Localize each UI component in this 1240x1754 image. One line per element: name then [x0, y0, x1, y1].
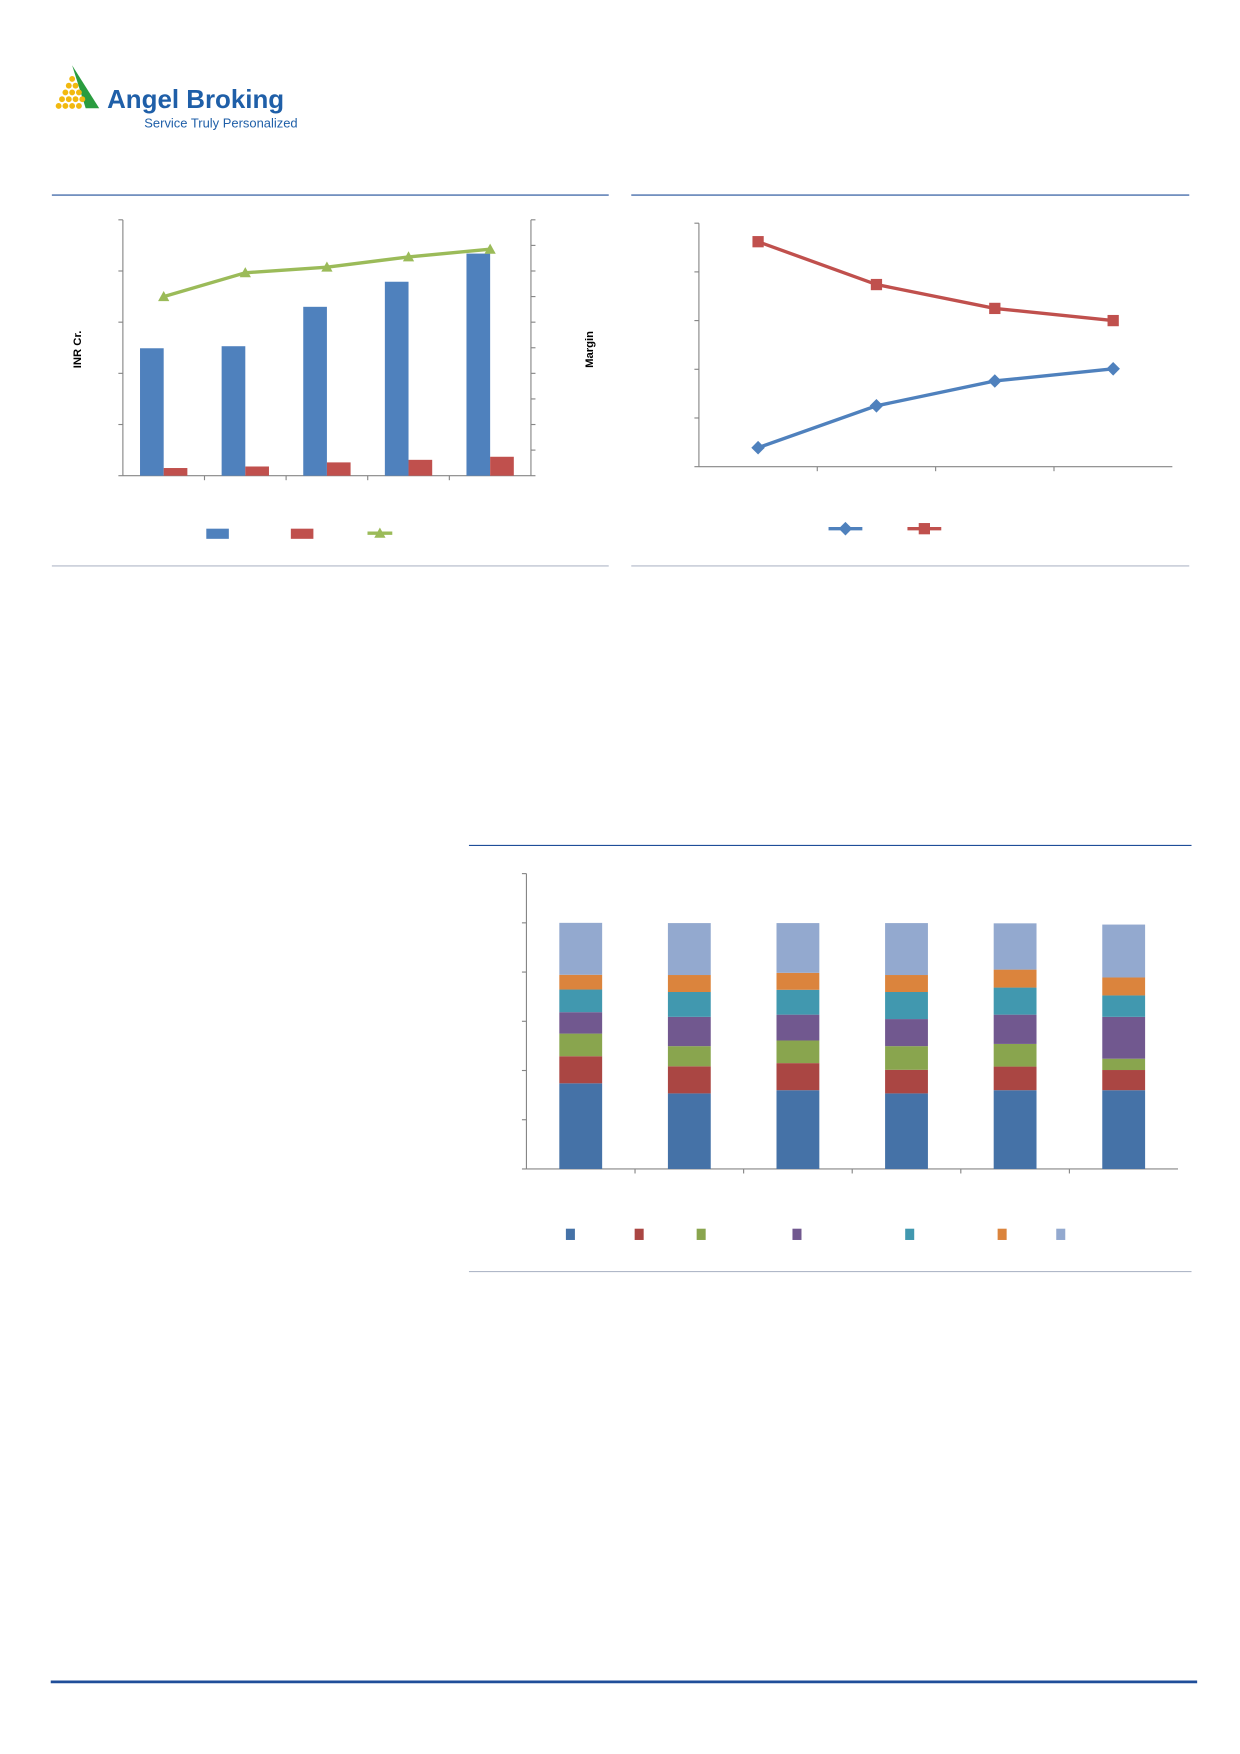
y2-axis-label: Margin: [584, 331, 596, 368]
bar-segment: [885, 1069, 928, 1094]
marker: [374, 527, 386, 538]
bar-segment: [1102, 995, 1146, 1017]
bar: [245, 466, 269, 476]
bar-segment: [776, 923, 820, 973]
bar-segment: [776, 1040, 820, 1064]
logo: Angel Broking Service Truly Personalized: [55, 65, 298, 130]
bar: [466, 253, 491, 476]
bar-segment: [559, 989, 603, 1013]
bar: [490, 456, 514, 476]
marker: [988, 374, 1002, 388]
brand: Angel Broking: [107, 86, 284, 114]
bar-segment: [559, 922, 603, 975]
series-line: [757, 367, 1114, 450]
bar-segment: [885, 1019, 928, 1047]
bar: [408, 459, 433, 476]
bar-segment: [667, 975, 711, 993]
legend-swatch: [634, 1228, 644, 1240]
bar: [163, 468, 188, 476]
bar-segment: [1102, 1058, 1146, 1071]
bar-segment: [1102, 977, 1146, 996]
tagline: Service Truly Personalized: [144, 115, 297, 130]
marker: [321, 261, 333, 272]
bar-segment: [993, 987, 1037, 1015]
marker: [838, 521, 853, 536]
series-line: [757, 240, 1114, 323]
bar-segment: [885, 1093, 928, 1169]
bar: [140, 348, 164, 476]
bar-segment: [993, 1014, 1037, 1044]
marker: [752, 236, 764, 248]
legend-swatch: [206, 528, 229, 539]
marker: [989, 302, 1001, 315]
legend-swatch: [1056, 1228, 1066, 1240]
bar-segment: [559, 1056, 603, 1084]
bar-segment: [559, 974, 603, 990]
marker: [402, 251, 415, 262]
bar-segment: [776, 1090, 820, 1169]
bar-segment: [667, 923, 711, 976]
marker: [1106, 362, 1120, 376]
marker: [918, 523, 930, 535]
bar-segment: [885, 975, 928, 993]
bar-segment: [667, 1093, 711, 1169]
bar: [326, 462, 351, 476]
marker: [870, 278, 883, 291]
bar-segment: [776, 1014, 820, 1041]
bar-segment: [667, 992, 711, 1017]
bar-segment: [1102, 924, 1146, 978]
marker: [239, 267, 251, 278]
bar-segment: [993, 1090, 1037, 1169]
legend-swatch: [290, 528, 314, 539]
bar-segment: [667, 1046, 711, 1067]
bar-segment: [993, 1043, 1037, 1067]
logo-dots: [55, 75, 86, 109]
bar-segment: [885, 1046, 928, 1070]
bar-segment: [559, 1083, 603, 1169]
bar-segment: [1102, 1070, 1146, 1091]
marker: [484, 243, 496, 254]
bar-segment: [776, 1063, 820, 1091]
marker: [158, 290, 170, 302]
bar-segment: [667, 1016, 711, 1047]
bar-segment: [993, 923, 1037, 970]
bar-segment: [559, 1012, 603, 1034]
bar-segment: [885, 923, 928, 976]
bar-segment: [1102, 1016, 1146, 1059]
series-line: [163, 247, 491, 299]
bar: [384, 281, 409, 476]
y-axis-label: INR Cr.: [72, 331, 84, 369]
legend-swatch: [905, 1228, 915, 1240]
bar-segment: [1102, 1090, 1146, 1169]
legend-swatch: [792, 1228, 802, 1240]
bar-segment: [667, 1066, 711, 1094]
bar-segment: [993, 969, 1037, 988]
marker: [751, 440, 765, 455]
legend-swatch: [997, 1228, 1007, 1240]
legend-swatch: [696, 1228, 706, 1240]
bar-segment: [993, 1066, 1037, 1091]
bar-segment: [559, 1033, 603, 1057]
legend-swatch: [565, 1228, 575, 1240]
bar-segment: [885, 992, 928, 1020]
bar-segment: [776, 989, 820, 1015]
bar-segment: [776, 972, 820, 990]
separators: [50, 194, 1198, 1684]
bar: [221, 346, 246, 476]
bar: [303, 306, 327, 476]
marker: [869, 399, 884, 413]
marker: [1107, 314, 1119, 327]
